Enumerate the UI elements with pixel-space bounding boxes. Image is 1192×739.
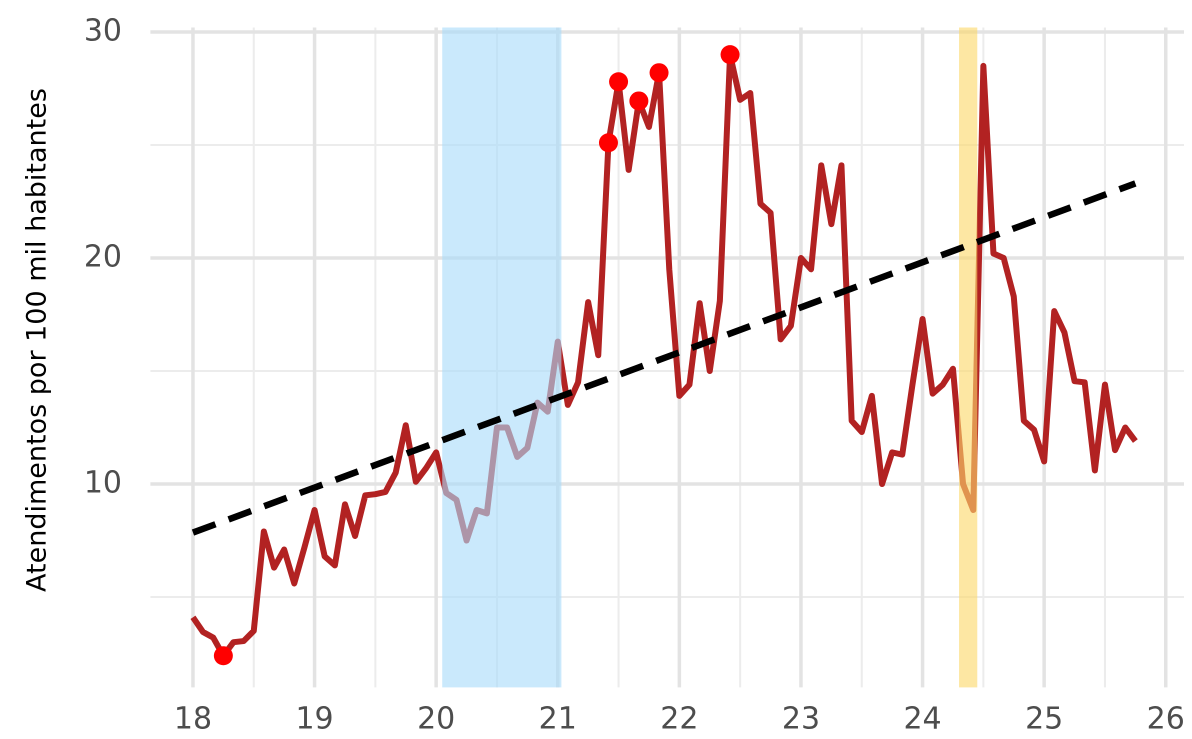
x-tick-label: 23 [782,702,820,737]
y-tick-label: 20 [84,240,122,275]
x-tick-label: 21 [539,702,577,737]
x-tick-label: 24 [903,702,941,737]
y-tick-label: 10 [84,466,122,501]
highlight-point [213,646,233,666]
x-tick-label: 22 [660,702,698,737]
x-tick-label: 19 [295,702,333,737]
highlight-point [609,72,629,92]
shaded-region [959,27,978,688]
y-tick-label: 30 [84,14,122,49]
x-tick-label: 26 [1147,702,1185,737]
x-tick-label: 20 [417,702,455,737]
trend-line [191,180,1137,536]
x-tick-label: 18 [174,702,212,737]
highlight-point [629,91,649,111]
data-line [190,51,1138,659]
highlight-point [720,45,740,65]
y-axis-title: Atendimentos por 100 mil habitantes [22,88,53,592]
x-tick-label: 25 [1025,702,1063,737]
highlight-point [598,133,618,153]
shaded-region [442,27,562,688]
highlight-point [649,63,669,83]
